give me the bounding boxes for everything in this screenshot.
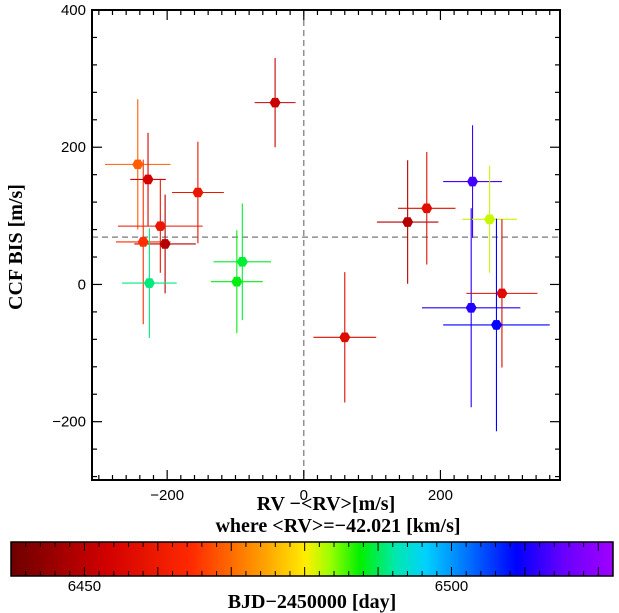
data-point (192, 187, 204, 198)
y-tick-label: 0 (78, 276, 86, 293)
y-tick-label: −200 (52, 414, 86, 431)
data-point (137, 237, 149, 247)
y-tick-label: 400 (61, 2, 86, 19)
data-point (143, 278, 155, 288)
data-point (402, 217, 414, 227)
y-tick-label: 200 (61, 139, 86, 156)
colorbar-tick-label: 6500 (435, 578, 468, 595)
data-point (269, 97, 281, 108)
data-point (467, 176, 479, 187)
x-axis-title: RV −<RV>[m/s] (257, 493, 396, 515)
colorbar-tick-label: 6450 (68, 578, 101, 595)
data-point (159, 239, 171, 249)
x-axis-title-line2: where <RV>=−42.021 [km/s] (215, 515, 460, 537)
colorbar-gradient (10, 541, 614, 577)
x-tick-label: −200 (150, 487, 184, 504)
data-point (236, 257, 248, 267)
data-points (132, 97, 508, 343)
x-tick-label: 0 (300, 487, 308, 504)
axes: −200 0 200 −200 0 200 400 (52, 2, 561, 504)
data-point (484, 214, 496, 225)
data-point (154, 221, 166, 231)
data-point (142, 174, 154, 185)
data-point (421, 203, 433, 214)
data-point (339, 332, 351, 343)
data-point (496, 288, 508, 299)
data-point (465, 302, 477, 313)
axes-frame (91, 9, 561, 481)
data-point (132, 159, 144, 170)
colorbar-title: BJD−2450000 [day] (228, 591, 397, 613)
data-point (490, 320, 503, 330)
reference-lines (92, 10, 560, 480)
x-tick-label: 200 (428, 487, 453, 504)
y-axis-title: CCF BIS [m/s] (5, 184, 27, 310)
colorbar: 6450 6500 (10, 541, 614, 595)
data-point (231, 276, 243, 287)
